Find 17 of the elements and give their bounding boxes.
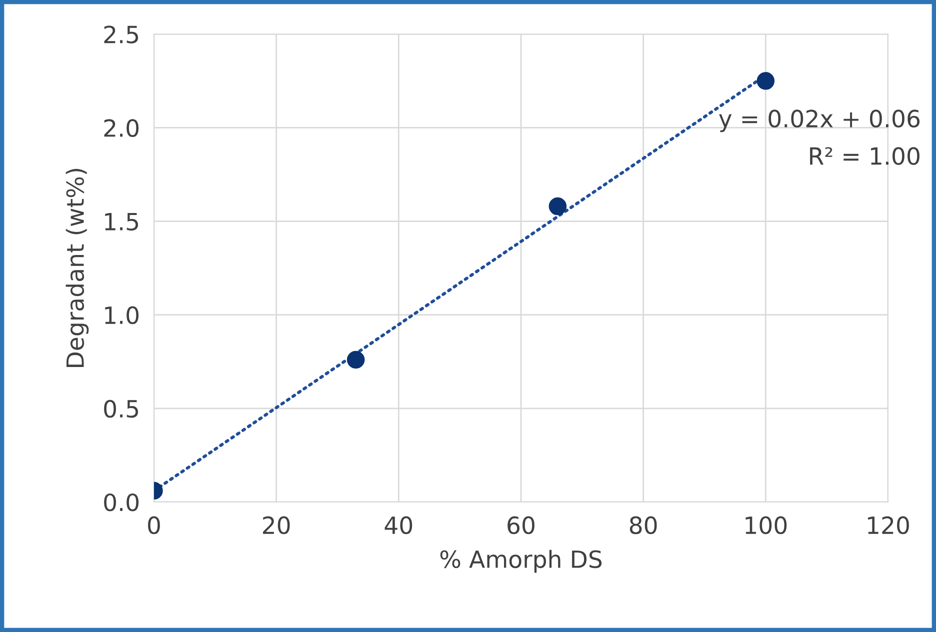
y-tick-label: 2.0 [104, 119, 139, 138]
y-tick-label: 0.5 [104, 400, 138, 418]
annotation: R² = 1.00 [810, 147, 920, 165]
y-tick-label: 1.0 [105, 306, 139, 324]
x-tick-label: 80 [630, 516, 657, 534]
y-tick-label: 1.5 [105, 213, 138, 231]
x-tick-label: 0 [148, 516, 160, 534]
annotation: y = 0.02x + 0.06 [719, 110, 920, 132]
x-tick-label: 40 [384, 516, 412, 534]
x-axis-title: % Amorph DS [440, 550, 602, 573]
y-tick-label: 2.5 [104, 26, 138, 44]
x-tick-label: 100 [746, 516, 787, 534]
y-axis-title: Degradant (wt%) [66, 168, 89, 367]
x-tick-label: 60 [508, 516, 534, 534]
y-tick-label: 0.0 [104, 493, 139, 512]
x-tick-label: 120 [868, 516, 909, 534]
x-tick-label: 20 [263, 516, 290, 534]
